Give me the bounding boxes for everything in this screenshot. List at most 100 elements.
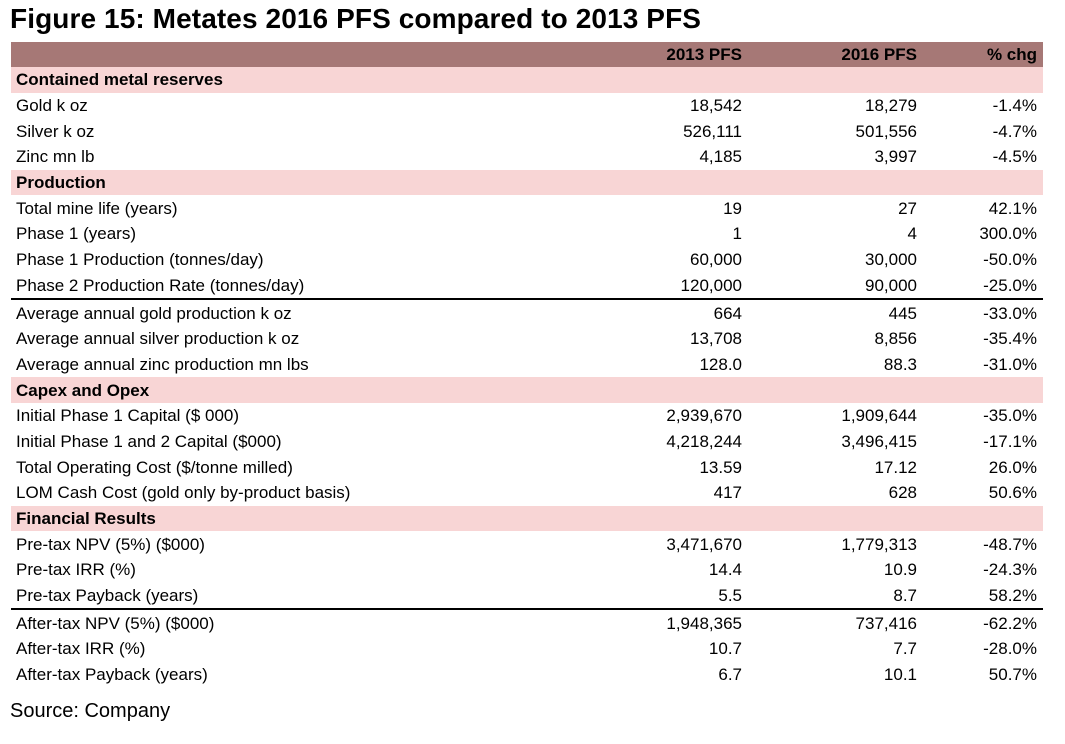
empty-cell [742,169,917,196]
table-row: Total mine life (years) 19 27 42.1% [11,195,1043,221]
table-row: Silver k oz 526,111 501,556 -4.7% [11,118,1043,144]
value-2016: 88.3 [883,354,917,374]
table-row: Initial Phase 1 and 2 Capital ($000) 4,21… [11,429,1043,455]
pct-change: -50.0% [983,250,1037,270]
pct-change: -62.2% [983,613,1037,633]
row-label: Average annual gold production k oz [16,303,292,323]
value-2013: 14.4 [708,560,742,580]
section-label: Contained metal reserves [11,67,542,93]
value-2013: 5.5 [542,582,742,611]
value-2013: 526,111 [683,121,742,141]
pct-change: -35.4% [983,329,1037,349]
pct-change: -25.0% [917,272,1043,301]
value-2016: 501,556 [855,121,917,141]
value-2013: 18,542 [690,96,742,116]
pct-change: -17.1% [983,431,1037,451]
source-note: Source: Company [10,700,171,722]
section-row: Financial Results [11,505,1043,532]
row-label: Pre-tax NPV (5%) ($000) [16,534,205,554]
row-label: Phase 1 Production (tonnes/day) [16,250,264,270]
pct-change: -24.3% [983,560,1037,580]
row-label: Total mine life (years) [16,198,178,218]
row-label: Silver k oz [16,121,95,141]
value-2016: 3,496,415 [841,431,917,451]
table-row: Average annual zinc production mn lbs 128… [11,352,1043,378]
pct-change: -31.0% [983,354,1037,374]
header-label [11,42,542,67]
table-row: After-tax Payback (years) 6.7 10.1 50.7% [11,662,1043,688]
pct-change: 50.7% [988,665,1037,685]
empty-cell [917,67,1043,93]
empty-cell [917,505,1043,532]
value-2013: 128.0 [699,354,742,374]
value-2013: 664 [713,303,742,323]
section-label: Capex and Opex [11,377,542,403]
table-row: Pre-tax Payback (years) 5.5 8.7 58.2% [11,582,1043,611]
section-row: Contained metal reserves [11,67,1043,93]
pct-change: 58.2% [917,582,1043,611]
empty-cell [742,67,917,93]
value-2013: 13,708 [690,329,742,349]
value-2016: 8,856 [874,329,917,349]
row-label: After-tax IRR (%) [16,639,146,659]
pct-change: 50.6% [988,483,1037,503]
empty-cell [917,377,1043,403]
pct-change: -35.0% [983,406,1037,426]
value-2016: 7.7 [893,639,917,659]
pct-change: 42.1% [988,198,1037,218]
value-2016: 30,000 [865,250,917,270]
value-2016: 1,909,644 [841,406,917,426]
value-2016: 8.7 [742,582,917,611]
value-2016: 10.9 [883,560,917,580]
value-2013: 6.7 [718,665,742,685]
table-row: Zinc mn lb 4,185 3,997 -4.5% [11,144,1043,170]
table-row: Total Operating Cost ($/tonne milled) 13.… [11,454,1043,480]
empty-cell [542,169,742,196]
pct-change: -1.4% [992,96,1037,116]
row-label: Average annual zinc production mn lbs [16,354,309,374]
table-row: Pre-tax IRR (%) 14.4 10.9 -24.3% [11,557,1043,583]
value-2016: 1,779,313 [841,534,917,554]
section-row: Capex and Opex [11,377,1043,403]
value-2013: 1 [732,224,742,244]
value-2013: 2,939,670 [666,406,742,426]
value-2013: 3,471,670 [666,534,742,554]
value-2016: 17.12 [874,457,917,477]
value-2016: 445 [888,303,917,323]
value-2013: 1,948,365 [666,613,742,633]
empty-cell [542,505,742,532]
value-2013: 4,185 [699,147,742,167]
empty-cell [542,67,742,93]
table-row: Phase 1 Production (tonnes/day) 60,000 30,… [11,247,1043,273]
row-label: Total Operating Cost ($/tonne milled) [16,457,293,477]
row-label: Initial Phase 1 Capital ($ 000) [16,406,240,426]
comparison-table: 2013 PFS 2016 PFS % chg Contained metal … [11,42,1043,688]
section-label: Financial Results [11,505,542,532]
row-label: Pre-tax Payback (years) [11,582,542,611]
pct-change: 300.0% [979,224,1037,244]
table-row: Phase 2 Production Rate (tonnes/day) 120,… [11,272,1043,301]
table-row: Phase 1 (years) 1 4 300.0% [11,221,1043,247]
pct-change: -4.7% [992,121,1037,141]
row-label: After-tax NPV (5%) ($000) [16,613,215,633]
row-label: LOM Cash Cost (gold only by-product basi… [16,483,351,503]
row-label: Pre-tax IRR (%) [16,560,136,580]
section-label: Production [11,169,542,196]
row-label: Phase 1 (years) [16,224,136,244]
value-2016: 18,279 [865,96,917,116]
pct-change: -28.0% [983,639,1037,659]
value-2016: 628 [888,483,917,503]
empty-cell [742,505,917,532]
row-label: Phase 2 Production Rate (tonnes/day) [11,272,542,301]
table-row: After-tax NPV (5%) ($000) 1,948,365 737,41… [11,609,1043,636]
figure-title: Figure 15: Metates 2016 PFS compared to … [10,3,702,34]
value-2013: 10.7 [708,639,742,659]
table-row: Pre-tax NPV (5%) ($000) 3,471,670 1,779,31… [11,531,1043,557]
value-2016: 27 [898,198,917,218]
table-row: LOM Cash Cost (gold only by-product basi… [11,480,1043,506]
pct-change: 26.0% [988,457,1037,477]
table-header: 2013 PFS 2016 PFS % chg [11,42,1043,67]
value-2013: 417 [713,483,742,503]
empty-cell [742,377,917,403]
pct-change: -4.5% [992,147,1037,167]
